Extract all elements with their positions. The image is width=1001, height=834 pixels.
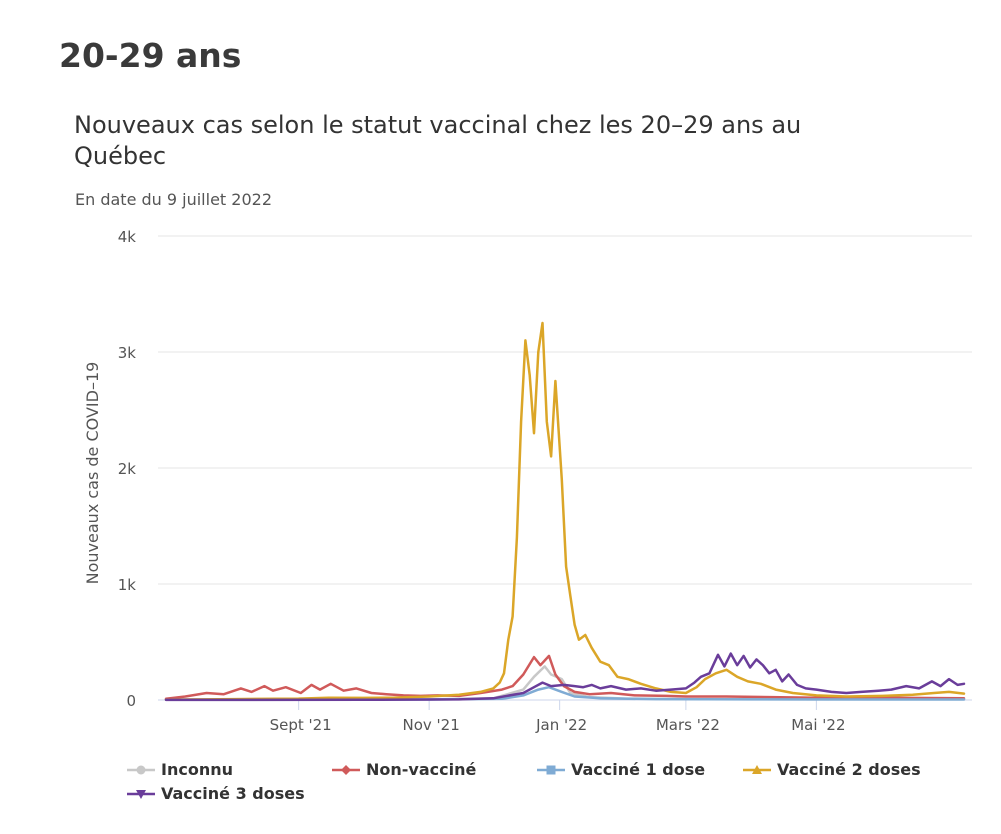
legend-item-inconnu[interactable]: Inconnu [127,760,233,779]
chart-subtitle: En date du 9 juillet 2022 [75,190,272,209]
y-tick-label: 3k [118,344,137,362]
x-axis-ticks: Sept '21 Nov '21 Jan '22 Mars '22 Mai '22 [270,700,846,734]
y-tick-label: 2k [118,460,137,478]
legend-item-vaccin-2-doses[interactable]: Vacciné 2 doses [743,760,921,779]
page-heading: 20-29 ans [59,36,242,75]
y-tick-label: 1k [118,576,137,594]
circle-marker-icon [127,762,161,778]
triangle-marker-icon [743,762,777,778]
series-line-inconnu[interactable] [164,665,966,701]
x-tick-label: Mai '22 [791,716,845,734]
series-line-vaccin-2-doses[interactable] [164,321,966,701]
line-chart: 0 1k 2k 3k 4k Sept '21 Nov '21 Jan '22 Mars '22… [83,228,972,734]
chart-title: Nouveaux cas selon le statut vaccinal ch… [74,111,802,170]
y-axis-ticks: 0 1k 2k 3k 4k [118,228,137,710]
diamond-marker-icon [332,762,366,778]
legend-item-non-vaccin-[interactable]: Non-vacciné [332,760,476,779]
legend-label: Vacciné 1 dose [571,760,706,779]
series-line-vaccin-3-doses[interactable] [164,652,966,702]
square-marker-icon [537,762,571,778]
legend-label: Inconnu [161,760,233,779]
y-tick-label: 0 [126,692,136,710]
legend-label: Vacciné 3 doses [161,784,305,803]
legend-label: Vacciné 2 doses [777,760,921,779]
legend-label: Non-vacciné [366,760,477,779]
legend-item-vaccin-1-dose[interactable]: Vacciné 1 dose [537,760,705,779]
y-tick-label: 4k [118,228,137,246]
x-tick-label: Jan '22 [535,716,587,734]
x-tick-label: Sept '21 [270,716,332,734]
legend-item-vaccin-3-doses[interactable]: Vacciné 3 doses [127,784,305,803]
y-axis-label: Nouveaux cas de COVID–19 [83,362,102,585]
triangle-down-marker-icon [127,786,161,802]
series-group [164,321,966,702]
gridlines [158,235,972,585]
x-tick-label: Nov '21 [403,716,460,734]
x-tick-label: Mars '22 [656,716,720,734]
